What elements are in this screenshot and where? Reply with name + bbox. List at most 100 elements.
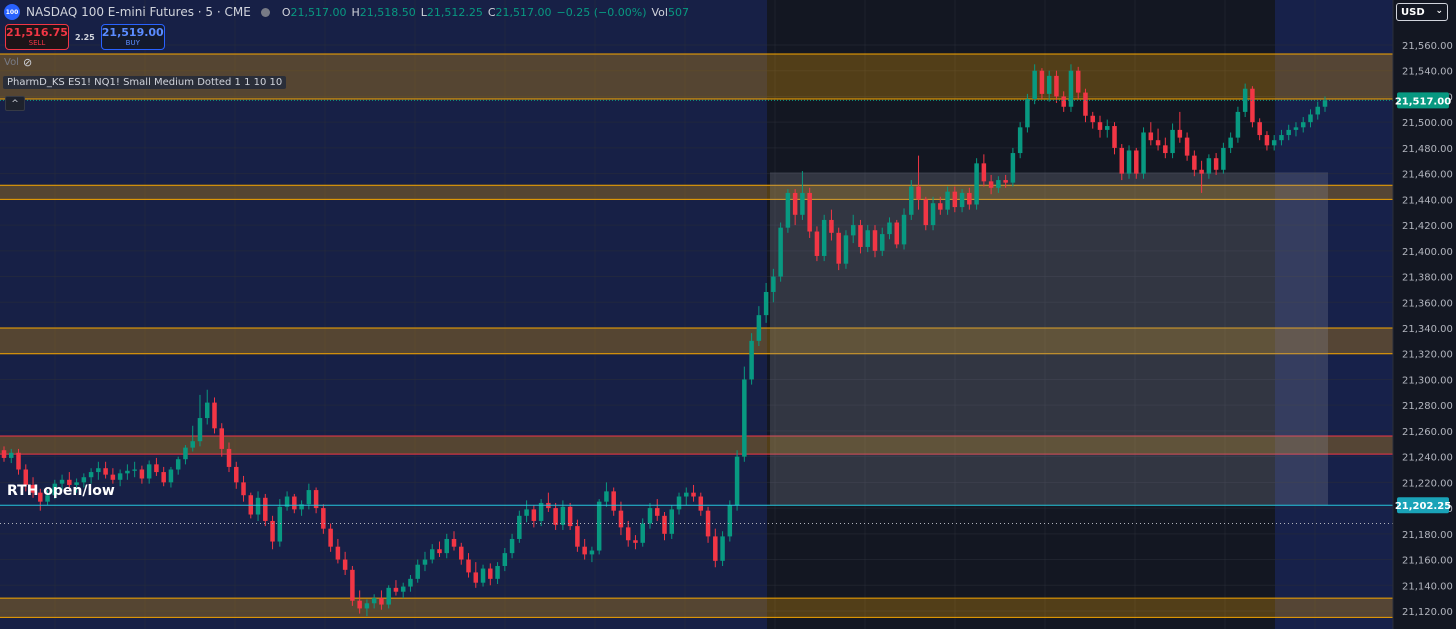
candle <box>154 457 159 476</box>
candle <box>1148 122 1154 146</box>
candle <box>263 493 268 527</box>
candle-body <box>1279 135 1284 141</box>
candle-body <box>9 452 14 458</box>
candle-body <box>763 291 769 316</box>
candle <box>531 505 537 528</box>
candle-body <box>1322 100 1328 107</box>
candle-body <box>684 492 689 497</box>
candle <box>1017 122 1023 159</box>
candle <box>1068 64 1074 112</box>
candle <box>67 472 72 489</box>
candle-body <box>959 192 965 208</box>
symbol-logo[interactable]: 100 <box>4 4 20 20</box>
candle <box>292 493 297 514</box>
candle-body <box>872 230 878 251</box>
candle <box>321 504 326 534</box>
candle <box>930 196 936 231</box>
candle-body <box>226 448 232 467</box>
candle <box>763 282 769 323</box>
open-value: 21,517.00 <box>290 5 347 19</box>
candle-body <box>1083 92 1088 116</box>
zone-4 <box>0 436 1393 455</box>
candle <box>625 520 631 547</box>
candle-body <box>125 470 130 474</box>
candle-body <box>538 502 544 521</box>
candle <box>1279 129 1284 146</box>
candle-body <box>916 186 921 200</box>
candle-body <box>923 199 929 226</box>
candle-body <box>110 474 116 480</box>
candle <box>618 501 624 536</box>
zone-5 <box>0 598 1393 618</box>
candle-body <box>1293 127 1299 130</box>
candle <box>117 469 123 487</box>
candle <box>197 394 203 447</box>
candle-body <box>1264 135 1270 146</box>
volume-indicator-label[interactable]: Vol <box>4 57 19 68</box>
candle <box>466 553 471 578</box>
candle-body <box>1090 115 1095 123</box>
candle <box>1235 106 1241 143</box>
candle <box>567 502 573 530</box>
close-value: 21,517.00 <box>495 5 552 19</box>
candle <box>110 468 116 484</box>
price-tick-label: 21,240.00 <box>1402 453 1453 464</box>
candle-body <box>1046 75 1052 94</box>
symbol-title[interactable]: NASDAQ 100 E-mini Futures · 5 · CME <box>26 5 251 19</box>
chevron-up-icon[interactable]: ^ <box>5 96 25 111</box>
eye-off-icon[interactable]: ⊘ <box>22 56 33 69</box>
candle-body <box>1119 147 1125 174</box>
candle <box>879 227 885 256</box>
candle-body <box>96 468 101 473</box>
candle <box>749 333 754 385</box>
price-tick-label: 21,360.00 <box>1402 298 1453 309</box>
candle-body <box>212 402 217 429</box>
change-value: −0.25 (−0.00%) <box>556 5 647 19</box>
candle-body <box>1184 137 1190 156</box>
price-tick-label: 21,400.00 <box>1402 247 1453 258</box>
candle <box>284 491 290 511</box>
market-status-icon[interactable] <box>260 7 270 17</box>
candle <box>1170 123 1175 159</box>
indicator-label[interactable]: PharmD_KS ES1! NQ1! Small Medium Dotted … <box>3 76 287 89</box>
price-tick-label: 21,380.00 <box>1402 273 1453 284</box>
candle-body <box>720 536 725 561</box>
candle-body <box>567 506 573 527</box>
candle-body <box>800 192 805 215</box>
candle <box>1090 111 1095 129</box>
candle-body <box>408 578 413 587</box>
candle <box>604 482 609 507</box>
candle-body <box>988 181 994 188</box>
buy-button[interactable]: 21,519.00 BUY <box>100 24 165 50</box>
candle <box>364 599 370 617</box>
candle <box>1155 128 1161 151</box>
candle-body <box>1192 155 1197 170</box>
candle-body <box>1017 127 1023 154</box>
candle-body <box>1112 126 1117 148</box>
candle <box>502 547 508 572</box>
candle <box>190 425 195 452</box>
candle-body <box>531 509 537 521</box>
candle <box>1221 142 1226 174</box>
sell-button[interactable]: 21,516.75 SELL <box>5 24 69 50</box>
candle-body <box>1170 129 1175 154</box>
price-tick-label: 21,480.00 <box>1402 144 1453 155</box>
currency-select[interactable]: USD ⌄ <box>1396 3 1448 21</box>
candle-body <box>727 505 733 537</box>
candle-body <box>313 490 319 509</box>
candle-body <box>698 496 704 511</box>
candle-body <box>836 232 841 264</box>
last-price-label: 21,517.00 <box>1395 96 1451 107</box>
candle-body <box>422 559 428 565</box>
candle-body <box>1271 140 1277 146</box>
candle <box>415 559 420 583</box>
candle-body <box>821 219 827 256</box>
price-tick-label: 21,220.00 <box>1402 478 1453 489</box>
candle-body <box>371 598 377 604</box>
candle <box>234 461 239 489</box>
sell-price: 21,516.75 <box>6 26 68 39</box>
candle <box>1105 119 1110 138</box>
candle-body <box>45 495 50 502</box>
